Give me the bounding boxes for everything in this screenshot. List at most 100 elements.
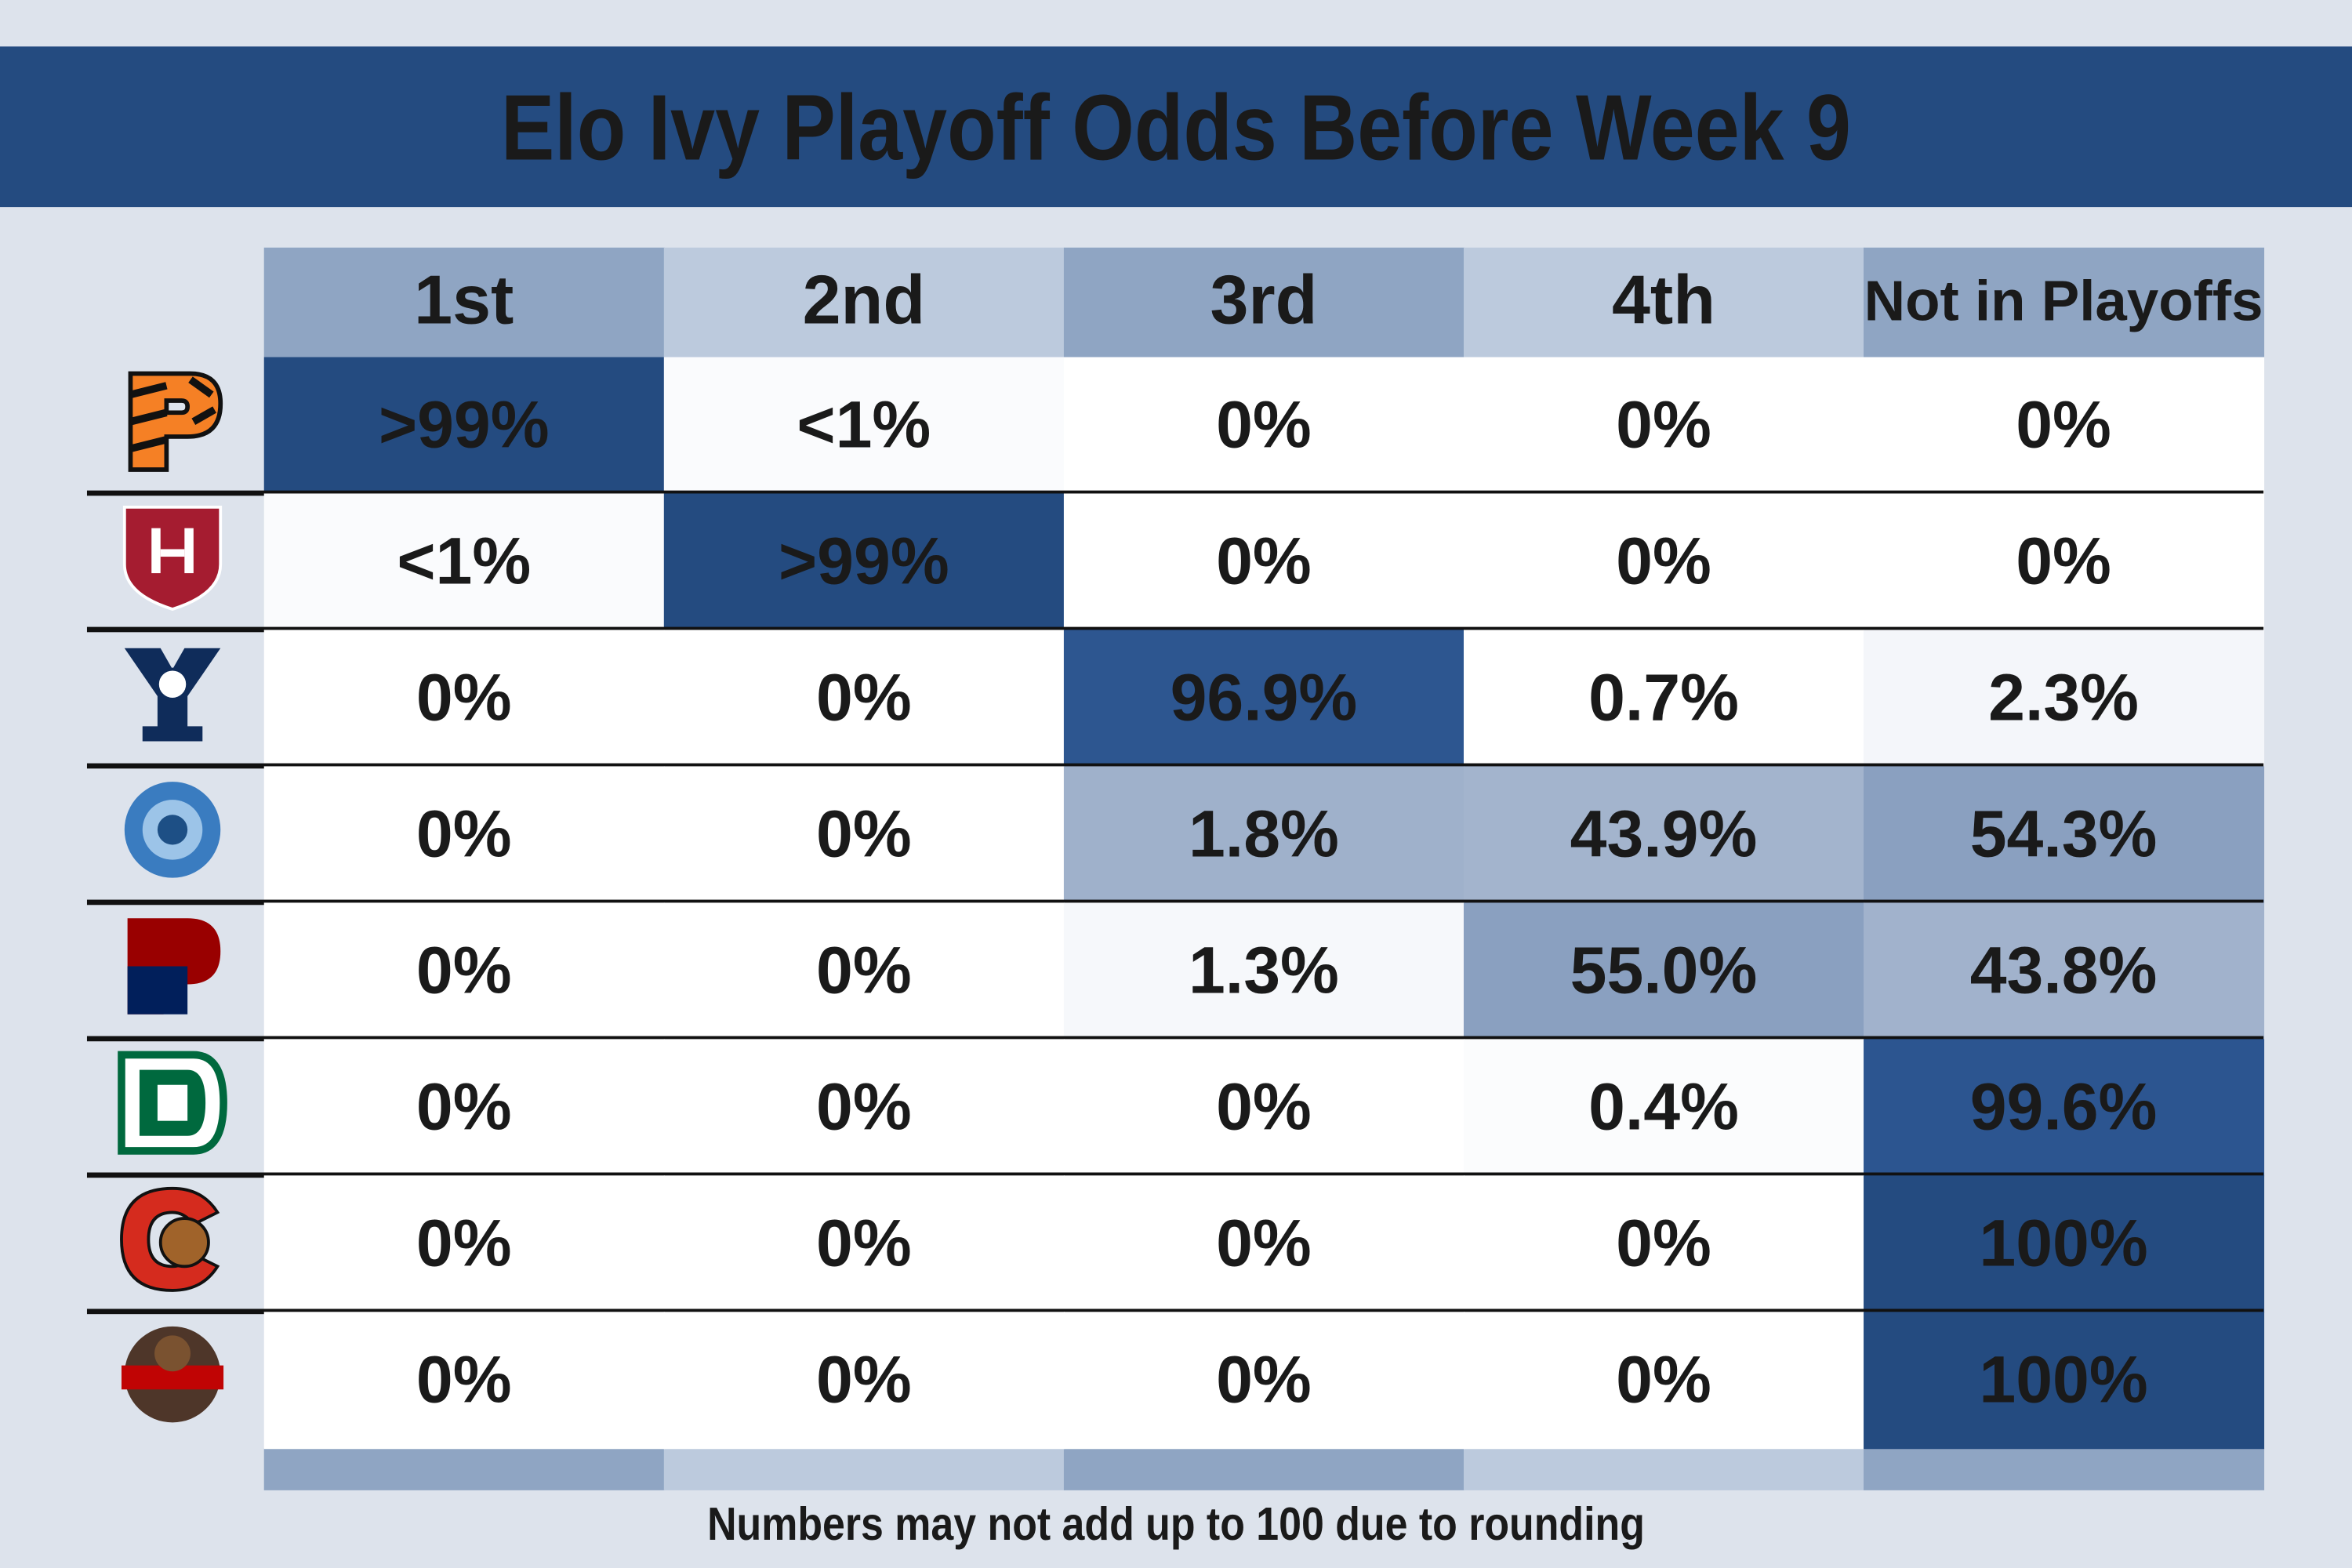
cell <box>1063 630 1465 768</box>
footer-cell <box>663 1448 1065 1490</box>
cell-value: 0% <box>416 797 512 870</box>
cell-value: <1% <box>797 387 931 461</box>
cell-value: 43.8% <box>1970 933 2158 1007</box>
cell-value: 0% <box>2016 524 2111 597</box>
cell-value: 0% <box>1216 524 1312 597</box>
cell-value: 0% <box>1216 387 1312 461</box>
row-separator <box>86 763 2264 769</box>
table: 1st 2nd 3rd 4th Not in Playoffs >99% <1% 0% 0% 0%… <box>86 247 2265 1490</box>
cell <box>1463 766 1864 904</box>
cell <box>663 1312 1065 1450</box>
cell-value: 0% <box>416 1069 512 1143</box>
cell-value: 0% <box>1616 1342 1711 1416</box>
footer-cell <box>263 1448 665 1490</box>
footer-cell <box>1864 1448 2265 1490</box>
cell <box>1463 493 1864 631</box>
cell <box>1063 766 1465 904</box>
yale-logo <box>124 648 221 742</box>
header-cell <box>263 247 665 358</box>
penn-logo <box>127 918 221 1014</box>
cell-value: 0% <box>816 933 912 1007</box>
cell <box>1864 902 2265 1040</box>
cell-value: 0% <box>1216 1342 1312 1416</box>
princeton-logo <box>128 371 223 472</box>
title: Elo Ivy Playoff Odds Before Week 9 <box>501 77 1851 180</box>
cell <box>263 630 665 768</box>
cell-value: 0% <box>416 660 512 734</box>
cell-value: 99.6% <box>1970 1069 2158 1143</box>
cell <box>1063 902 1465 1040</box>
cell-value: 0% <box>2016 387 2111 461</box>
cell-value: 2.3% <box>1988 660 2139 734</box>
cell-value: <1% <box>397 524 531 597</box>
cell-value: 1.8% <box>1189 797 1339 870</box>
cell <box>1063 1312 1465 1450</box>
cell-value: 0% <box>816 1206 912 1279</box>
column-header: 2nd <box>803 261 925 339</box>
cell <box>663 766 1065 904</box>
cell-value: 0% <box>416 1342 512 1416</box>
footnote: Numbers may not add up to 100 due to rou… <box>707 1497 1645 1550</box>
cell <box>663 1039 1065 1177</box>
cell <box>1864 630 2265 768</box>
column-header: Not in Playoffs <box>1864 270 2263 333</box>
column-header: 1st <box>414 261 514 339</box>
cell-value: 55.0% <box>1570 933 1758 1007</box>
harvard-logo <box>122 505 223 612</box>
footer-cell <box>1063 1448 1465 1490</box>
cell-value: 0% <box>1616 524 1711 597</box>
cell-value: 0% <box>1616 387 1711 461</box>
cell <box>1463 902 1864 1040</box>
cell <box>663 1175 1065 1313</box>
cell-value: 0% <box>416 1206 512 1279</box>
cell-value: 54.3% <box>1970 797 2158 870</box>
cornell-logo <box>120 1186 220 1292</box>
cell <box>1864 1175 2265 1313</box>
header-cell <box>1463 247 1864 358</box>
header-cell <box>1063 247 1465 358</box>
cell <box>1864 1039 2265 1177</box>
cell-value: 0% <box>816 660 912 734</box>
cell <box>1463 1175 1864 1313</box>
cell <box>1063 1039 1465 1177</box>
cell-value: 0% <box>416 933 512 1007</box>
cell <box>1864 357 2265 495</box>
cell <box>1463 1312 1864 1450</box>
columbia-logo <box>124 782 221 878</box>
cell <box>263 766 665 904</box>
logos <box>118 371 227 1423</box>
column-header: 4th <box>1612 261 1715 339</box>
cell-value: >99% <box>379 387 550 461</box>
cell <box>1463 630 1864 768</box>
brown-logo <box>121 1326 224 1423</box>
cell <box>1063 357 1465 495</box>
row-separator <box>86 1172 2264 1178</box>
cell-value: 0.4% <box>1588 1069 1739 1143</box>
row-separator <box>86 626 2264 633</box>
cell <box>1864 766 2265 904</box>
cell <box>1063 1175 1465 1313</box>
cell-value: 100% <box>1979 1206 2147 1279</box>
cell-value: 100% <box>1979 1342 2147 1416</box>
cell-value: 0% <box>816 797 912 870</box>
cell <box>663 493 1065 631</box>
cell <box>263 1312 665 1450</box>
row-separator <box>86 1036 2264 1042</box>
column-header: 3rd <box>1210 261 1317 339</box>
cell-value: 43.9% <box>1570 797 1758 870</box>
cell-value: 0.7% <box>1588 660 1739 734</box>
cell <box>263 493 665 631</box>
row-separator <box>86 490 2264 496</box>
cell <box>663 902 1065 1040</box>
title-band <box>0 46 2352 208</box>
cell <box>663 357 1065 495</box>
cell-value: 0% <box>816 1069 912 1143</box>
cell <box>1864 493 2265 631</box>
cell-value: 0% <box>1216 1206 1312 1279</box>
dartmouth-logo <box>118 1051 227 1155</box>
cell-value: >99% <box>779 524 949 597</box>
cell-value: 0% <box>1216 1069 1312 1143</box>
cell <box>263 902 665 1040</box>
